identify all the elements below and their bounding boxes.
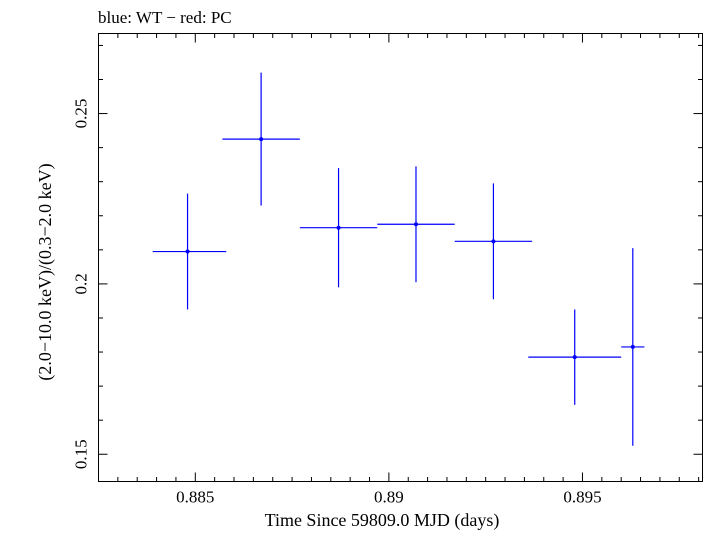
point-marker (413, 222, 418, 227)
data-point (152, 193, 227, 310)
data-point (377, 166, 455, 283)
chart-title: blue: WT − red: PC (98, 8, 232, 27)
data-point (621, 248, 645, 446)
data-point (528, 309, 622, 405)
x-axis-label: Time Since 59809.0 MJD (days) (265, 510, 500, 531)
point-marker (185, 249, 190, 254)
x-tick-label: 0.895 (563, 488, 601, 507)
y-tick-label: 0.15 (72, 439, 91, 469)
x-tick-label: 0.89 (374, 488, 404, 507)
point-marker (336, 225, 341, 230)
point-marker (630, 344, 635, 349)
axis-tick-labels: 0.885 0.89 0.895 0.15 0.2 0.25 (72, 99, 602, 507)
point-marker (259, 137, 264, 142)
y-axis-label: (2.0−10.0 keV)/(0.3−2.0 keV) (35, 163, 56, 380)
data-point (454, 183, 533, 300)
point-marker (491, 239, 496, 244)
data-point (299, 168, 378, 288)
x-tick-label: 0.885 (176, 488, 214, 507)
data-points (152, 72, 645, 446)
data-point (222, 72, 300, 206)
axis-ticks (98, 33, 703, 482)
point-marker (572, 355, 577, 360)
y-tick-label: 0.25 (72, 99, 91, 129)
plot-frame (98, 33, 703, 482)
y-tick-label: 0.2 (72, 273, 91, 294)
